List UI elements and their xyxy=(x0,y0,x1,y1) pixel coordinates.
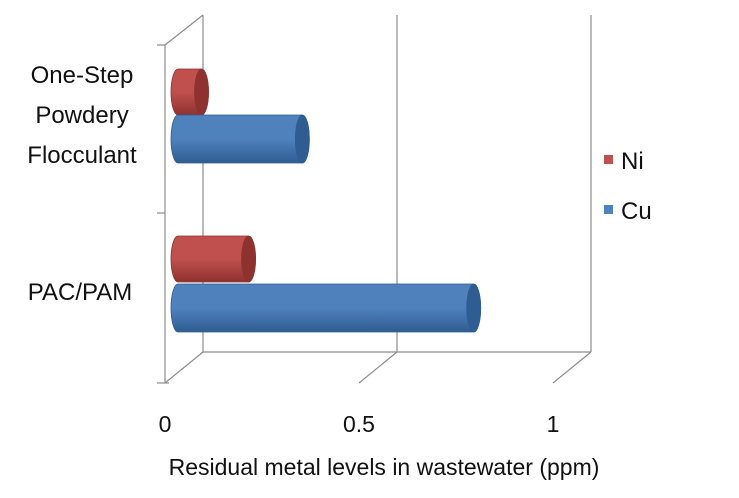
labels-layer: One-Step Powdery Flocculant PAC/PAM 0 0.5 1 xyxy=(27,62,559,437)
legend-label-cu: Cu xyxy=(621,198,652,225)
legend-swatch-cu xyxy=(604,205,613,214)
bar-cap-cu-1 xyxy=(466,283,482,333)
bar-cu-1 xyxy=(170,283,482,333)
x-axis-title: Residual metal levels in wastewater (ppm… xyxy=(169,454,600,480)
bars-layer xyxy=(170,68,482,333)
x-tick-label-0: 0 xyxy=(159,411,172,437)
x-tick-label-1: 0.5 xyxy=(343,411,375,437)
bar-cap-ni-1 xyxy=(241,235,256,283)
bar-cap-ni-0 xyxy=(194,68,209,116)
gridline-floor-0 xyxy=(164,351,204,384)
bar-ni-1 xyxy=(170,235,256,283)
grid-layer xyxy=(157,14,592,384)
category-label-line: PAC/PAM xyxy=(28,279,132,306)
category-label-1: PAC/PAM xyxy=(28,279,132,306)
bar-ni-0 xyxy=(170,68,209,116)
bar-body-cu-1 xyxy=(170,283,482,333)
category-label-line: One-Step xyxy=(31,62,134,89)
legend: Ni Cu xyxy=(604,148,652,225)
gridline-floor-2 xyxy=(552,351,592,384)
bar-cap-cu-0 xyxy=(294,114,310,164)
category-label-line: Powdery xyxy=(35,102,128,129)
wall-top-edge xyxy=(164,14,204,46)
x-tick-label-2: 1 xyxy=(547,411,560,437)
category-label-0: One-Step Powdery Flocculant xyxy=(27,62,137,169)
bar-body-cu-0 xyxy=(170,114,310,164)
category-label-line: Flocculant xyxy=(27,142,137,169)
gridline-floor-1 xyxy=(358,351,398,384)
legend-swatch-ni xyxy=(604,155,613,164)
legend-label-ni: Ni xyxy=(621,148,644,175)
bar-cu-0 xyxy=(170,114,310,164)
